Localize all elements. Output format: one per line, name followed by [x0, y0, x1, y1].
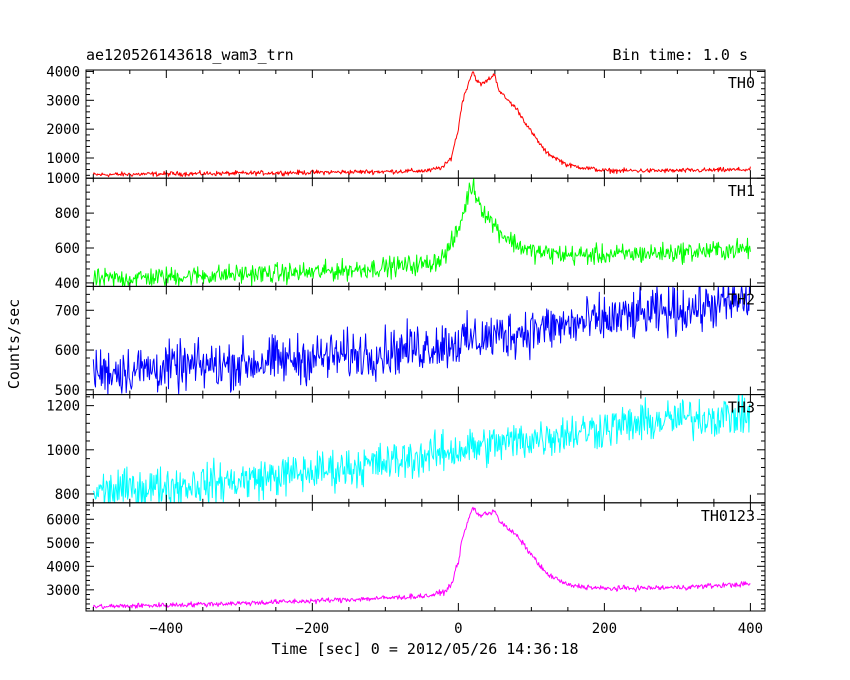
y-tick-label: 5000: [46, 536, 80, 552]
x-tick-label: 0: [454, 621, 462, 637]
y-tick-label: 600: [55, 343, 80, 359]
panel-frame: [85, 69, 766, 179]
series-th2: [92, 286, 751, 395]
x-tick-label: −200: [295, 621, 329, 637]
y-tick-label: 1000: [46, 171, 80, 187]
panel-th1: 400 600 800 1000 TH1: [46, 171, 766, 292]
panel-label-th0: TH0: [728, 74, 755, 92]
y-tick-label: 4000: [46, 559, 80, 575]
chart-title: ae120526143618_wam3_trn: [86, 46, 294, 64]
y-tick-label: 800: [55, 487, 80, 503]
series-th1: [92, 178, 751, 287]
panel-label-th3: TH3: [728, 399, 755, 417]
panel-label-th1: TH1: [728, 182, 755, 200]
y-tick-label: 3000: [46, 583, 80, 599]
x-axis-label: Time [sec] 0 = 2012/05/26 14:36:18: [271, 640, 578, 658]
panel-th0: 1000 2000 3000 4000 TH0: [46, 64, 766, 179]
panel-frame: [85, 394, 766, 504]
y-tick-label: 400: [55, 276, 80, 292]
y-tick-label: 2000: [46, 122, 80, 138]
y-tick-label: 500: [55, 383, 80, 399]
y-tick-label: 6000: [46, 512, 80, 528]
y-tick-label: 1200: [46, 399, 80, 415]
panel-th3: 800 1000 1200 TH3: [46, 394, 766, 504]
panel-label-th0123: TH0123: [701, 507, 755, 525]
y-tick-label: 4000: [46, 64, 80, 80]
panel-label-th2: TH2: [728, 290, 755, 308]
y-tick-label: 1000: [46, 151, 80, 167]
panel-th0123: 3000 4000 5000 6000 TH0123: [46, 502, 766, 612]
panels: 1000200030004000TH04006008001000TH150060…: [46, 64, 766, 637]
x-tick-label: 400: [738, 621, 763, 637]
y-tick-label: 700: [55, 303, 80, 319]
x-tick-label: 200: [592, 621, 617, 637]
series-th0123: [92, 506, 751, 610]
y-tick-label: 800: [55, 206, 80, 222]
panel-th2: 500 600 700 TH2: [55, 285, 766, 399]
y-tick-label: 1000: [46, 443, 80, 459]
y-tick-label: 600: [55, 241, 80, 257]
y-tick-label: 3000: [46, 93, 80, 109]
bin-time-label: Bin time: 1.0 s: [613, 46, 748, 64]
series-th0: [92, 71, 751, 178]
panel-frame: [85, 177, 766, 287]
y-axis-label: Counts/sec: [5, 299, 23, 389]
x-tick-label: −400: [149, 621, 183, 637]
series-th3: [92, 394, 751, 503]
